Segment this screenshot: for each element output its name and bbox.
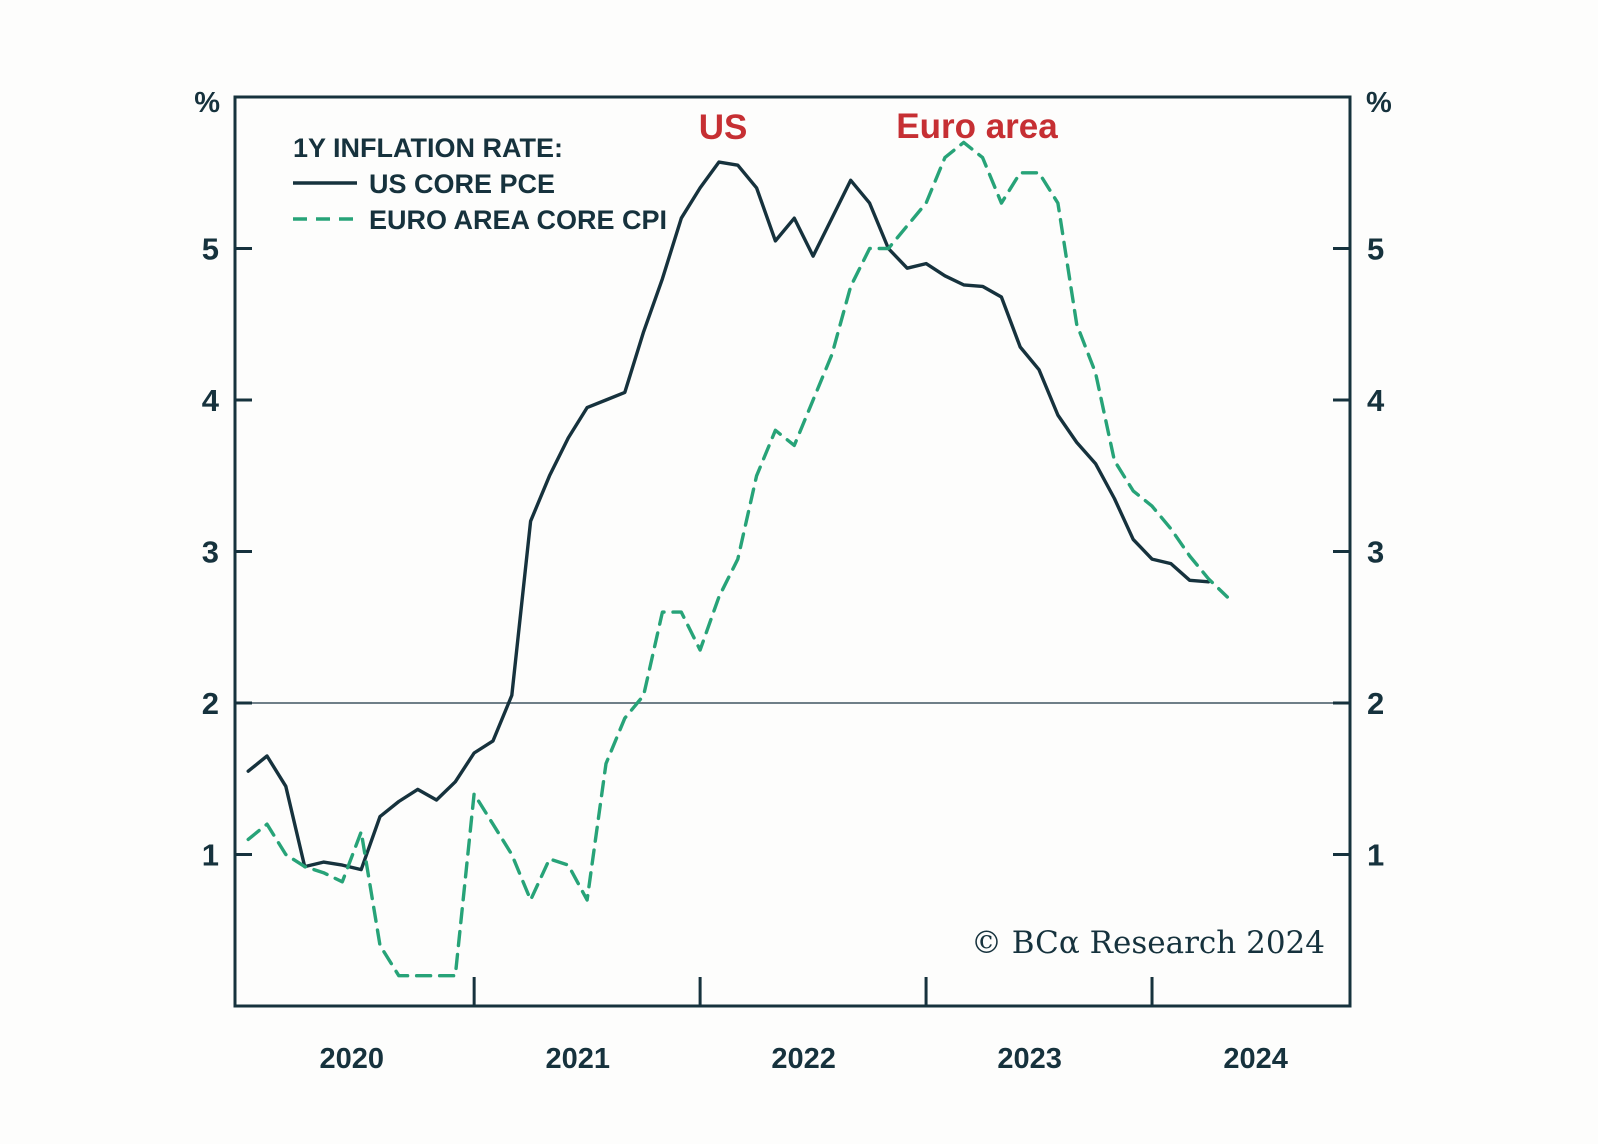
x-year-label: 2021 bbox=[545, 1043, 610, 1075]
plot-border bbox=[233, 95, 1352, 1008]
legend-title: 1Y INFLATION RATE: bbox=[293, 133, 563, 163]
legend-label-euro: EURO AREA CORE CPI bbox=[369, 205, 667, 235]
y-tick-label-right: 5 bbox=[1367, 232, 1384, 267]
y-tick-label-left: 1 bbox=[202, 838, 219, 873]
series-lines bbox=[246, 140, 1230, 978]
y-tick-label-right: 3 bbox=[1367, 535, 1384, 570]
annotation-us: US bbox=[699, 108, 748, 147]
annotation-euro-area: Euro area bbox=[896, 107, 1058, 146]
us-core-pce-line bbox=[246, 160, 1211, 872]
x-year-label: 2020 bbox=[319, 1043, 384, 1075]
x-axis-ticks bbox=[472, 977, 1154, 1006]
y-tick-label-right: 4 bbox=[1367, 383, 1385, 418]
euro-area-core-cpi-line bbox=[246, 140, 1230, 978]
y-axis-ticks: 1 1 2 2 3 3 4 4 5 5 bbox=[202, 232, 1385, 873]
y-tick-label-left: 2 bbox=[202, 686, 219, 721]
y-axis-unit-left: % bbox=[194, 87, 220, 119]
y-tick-label-right: 1 bbox=[1367, 838, 1384, 873]
y-tick-label-right: 2 bbox=[1367, 686, 1384, 721]
x-axis-year-labels: 2020 2021 2022 2023 2024 bbox=[319, 1043, 1287, 1075]
copyright-text: © BCα Research 2024 bbox=[971, 925, 1325, 961]
y-tick-label-left: 5 bbox=[202, 232, 219, 267]
legend-label-us: US CORE PCE bbox=[369, 169, 555, 199]
y-tick-label-left: 4 bbox=[202, 383, 220, 418]
y-axis-unit-right: % bbox=[1366, 87, 1392, 119]
x-year-label: 2023 bbox=[997, 1043, 1062, 1075]
y-tick-label-left: 3 bbox=[202, 535, 219, 570]
legend: 1Y INFLATION RATE: US CORE PCE EURO AREA… bbox=[293, 133, 667, 235]
x-year-label: 2022 bbox=[771, 1043, 836, 1075]
x-year-label: 2024 bbox=[1223, 1043, 1288, 1075]
